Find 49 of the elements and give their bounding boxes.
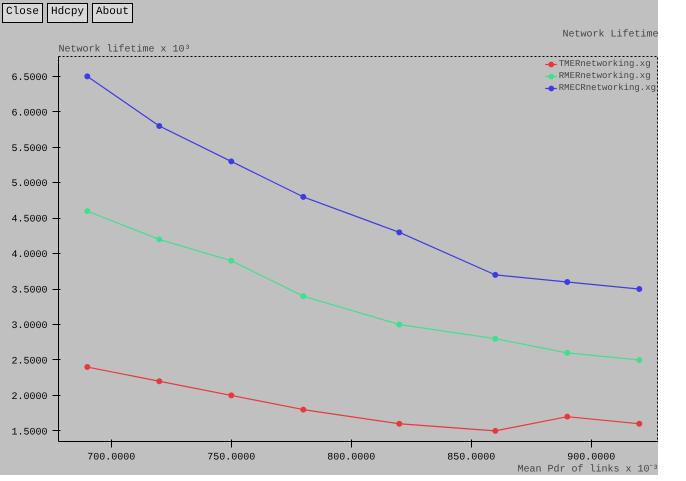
- y-tick-label: 1.5000: [11, 427, 48, 438]
- point: [396, 229, 402, 236]
- text: Close: [6, 5, 40, 20]
- y-tick-label: 2.0000: [11, 392, 48, 403]
- point: [300, 406, 306, 412]
- point: [564, 278, 570, 285]
- legend-label: RMECRnetworking.xg: [558, 82, 656, 94]
- y-tick-label: 2.5000: [11, 356, 48, 368]
- point: [156, 378, 162, 384]
- point: [564, 350, 570, 356]
- point: [492, 335, 498, 342]
- y-tick-label: 4.5000: [11, 214, 48, 226]
- legend-label: TMERnetworking.xg: [558, 58, 651, 70]
- point: [300, 292, 306, 299]
- point: [636, 356, 642, 363]
- point: [156, 236, 162, 242]
- point: [396, 321, 402, 328]
- point: [156, 122, 162, 129]
- point: [300, 194, 306, 200]
- y-tick-label: 3.0000: [11, 320, 48, 332]
- text: About: [96, 5, 130, 20]
- text: Hdcpy: [51, 5, 84, 20]
- point: [396, 420, 402, 426]
- x-tick-label: 700.0000: [87, 452, 136, 464]
- point: [636, 286, 642, 292]
- x-tick-label: 850.0000: [447, 452, 496, 464]
- x-tick-label: 900.0000: [567, 452, 616, 464]
- y-tick-label: 6.5000: [11, 72, 48, 84]
- point: [492, 428, 498, 434]
- point: [564, 413, 570, 420]
- y-tick-label: 5.0000: [11, 178, 48, 190]
- point: [228, 392, 234, 398]
- point: [492, 272, 498, 278]
- x-tick-label: 750.0000: [207, 452, 256, 464]
- y-tick-label: 5.5000: [11, 143, 48, 154]
- chart-title: Network Lifetime: [562, 28, 658, 40]
- y-tick-label: 4.0000: [11, 250, 48, 261]
- point: [228, 158, 234, 164]
- y-axis-title: Network lifetime x 10³: [58, 43, 191, 56]
- y-tick-label: 6.0000: [11, 108, 48, 120]
- point: [228, 257, 234, 264]
- point: [84, 208, 90, 214]
- y-tick-label: 3.5000: [11, 285, 48, 296]
- point: [636, 420, 642, 426]
- x-tick-label: 800.0000: [327, 452, 376, 464]
- x-axis-title: Mean Pdr of links x 10⁻³: [517, 463, 659, 476]
- point: [84, 364, 90, 370]
- point: [84, 73, 90, 80]
- legend-label: RMERnetworking.xg: [558, 70, 651, 82]
